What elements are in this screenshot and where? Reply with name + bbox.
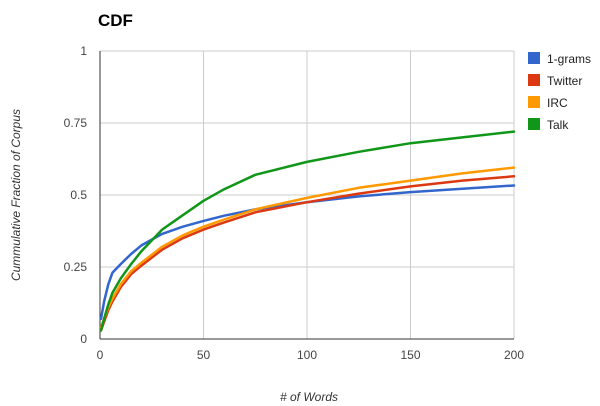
chart-grid [100,50,515,339]
legend-swatch [528,118,540,130]
y-tick-label: 0.5 [70,188,87,202]
chart-title: CDF [98,11,133,30]
y-tick-label: 1 [80,44,87,58]
legend-label: 1-grams [547,52,591,66]
x-tick-label: 0 [97,348,104,362]
legend-swatch [528,96,540,108]
x-axis-label: # of Words [280,390,338,404]
legend-label: Talk [547,118,569,132]
y-tick-label: 0.25 [64,260,88,274]
legend-label: IRC [547,96,568,110]
chart-series-lines [99,130,516,332]
y-axis-ticks: 0 0.25 0.5 0.75 1 [64,44,88,346]
series-line-talk [99,130,516,332]
chart-axes [99,51,514,340]
chart-legend: 1-grams Twitter IRC Talk [528,52,591,132]
legend-swatch [528,52,540,64]
legend-label: Twitter [547,74,582,88]
legend-swatch [528,74,540,86]
series-line-1-grams [99,184,516,321]
y-axis-label: Cummulative Fraction of Corpus [9,109,23,281]
x-tick-label: 100 [297,348,317,362]
x-tick-label: 200 [504,348,524,362]
x-axis-ticks: 0 50 100 150 200 [97,348,525,362]
series-line-irc [99,166,516,329]
y-tick-label: 0.75 [64,116,88,130]
x-tick-label: 150 [400,348,420,362]
y-tick-label: 0 [80,332,87,346]
x-tick-label: 50 [197,348,211,362]
